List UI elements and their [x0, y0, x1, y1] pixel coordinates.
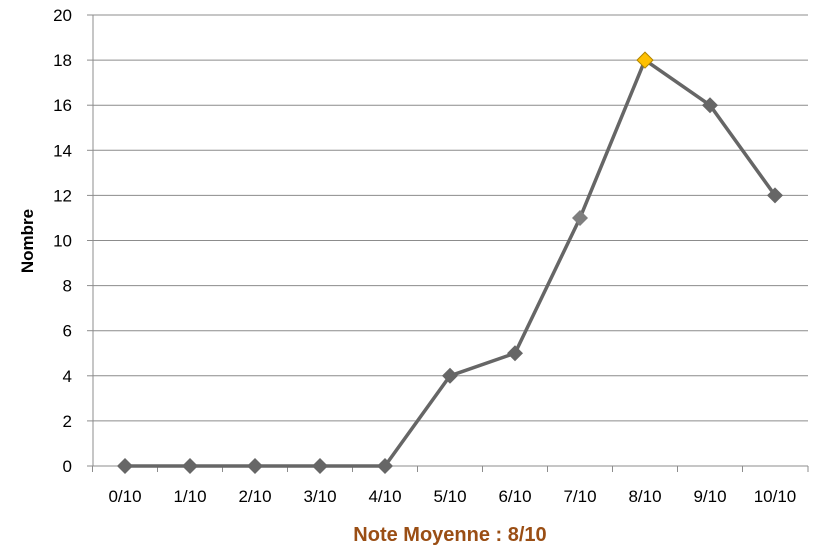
x-tick-label: 6/10	[498, 487, 531, 506]
x-tick-label: 5/10	[433, 487, 466, 506]
y-tick-label: 10	[53, 232, 72, 251]
data-point	[117, 458, 133, 474]
x-axis-title: Note Moyenne : 8/10	[353, 524, 546, 546]
data-point	[507, 345, 523, 362]
data-point	[767, 187, 783, 204]
y-axis-title: Nombre	[18, 209, 37, 273]
axes	[87, 14, 809, 472]
y-tick-label: 16	[53, 96, 72, 115]
y-tick-label: 18	[53, 51, 72, 70]
x-tick-label: 9/10	[693, 487, 726, 506]
y-tick-label: 12	[53, 186, 72, 205]
data-point	[377, 458, 393, 474]
x-tick-label: 10/10	[754, 487, 797, 506]
y-tick-label: 20	[53, 6, 72, 25]
data-point	[247, 458, 263, 474]
x-tick-label: 4/10	[368, 487, 401, 506]
y-tick-label: 8	[63, 277, 72, 296]
data-point-highlight	[636, 51, 654, 69]
data-point	[442, 367, 458, 384]
data-point	[312, 458, 328, 474]
y-tick-label: 0	[63, 457, 72, 476]
x-tick-label: 2/10	[238, 487, 271, 506]
y-tick-label: 14	[53, 141, 72, 160]
x-tick-label: 3/10	[303, 487, 336, 506]
y-tick-label: 4	[63, 367, 72, 386]
x-tick-labels: 0/10 1/10 2/10 3/10 4/10 5/10 6/10 7/10 8/10 9/10…	[108, 487, 796, 506]
x-tick-label: 1/10	[173, 487, 206, 506]
y-tick-labels: 0 2 4 6 8 10 12 14 16 18 20	[53, 6, 72, 476]
gridlines	[93, 14, 808, 422]
data-point	[572, 209, 588, 226]
x-tick-label: 0/10	[108, 487, 141, 506]
data-point	[702, 97, 718, 114]
y-tick-label: 2	[63, 412, 72, 431]
x-tick-label: 7/10	[563, 487, 596, 506]
series-line	[125, 58, 777, 468]
data-markers	[117, 51, 783, 474]
y-tick-label: 6	[63, 322, 72, 341]
x-tick-label: 8/10	[628, 487, 661, 506]
data-point	[182, 458, 198, 474]
